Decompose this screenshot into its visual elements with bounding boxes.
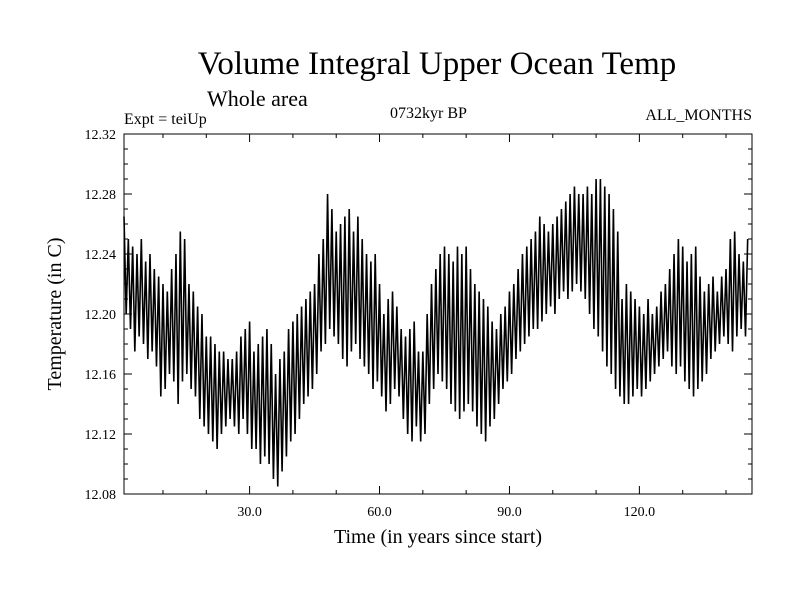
y-tick-label: 12.28	[85, 188, 117, 203]
y-tick-label: 12.20	[85, 308, 117, 323]
chart-title: Volume Integral Upper Ocean Temp	[197, 46, 677, 82]
months-label: ALL_MONTHS	[645, 107, 752, 124]
y-tick-label: 12.16	[85, 368, 117, 383]
chart-subtitle: Whole area	[207, 86, 308, 111]
x-axis-label: Time (in years since start)	[334, 526, 542, 548]
y-tick-label: 12.32	[85, 128, 117, 143]
period-label: 0732kyr BP	[390, 105, 467, 122]
x-tick-label: 30.0	[237, 505, 262, 520]
experiment-label: Expt = teiUp	[124, 111, 207, 128]
y-tick-label: 12.12	[85, 428, 117, 443]
x-tick-label: 60.0	[367, 505, 392, 520]
plot-frame	[123, 133, 753, 495]
y-tick-label: 12.08	[85, 488, 117, 503]
temperature-series-line	[123, 178, 749, 487]
x-tick-label: 90.0	[497, 505, 522, 520]
y-axis-label: Temperature (in C)	[44, 238, 66, 391]
y-tick-label: 12.24	[85, 248, 117, 263]
x-tick-label: 120.0	[624, 505, 656, 520]
